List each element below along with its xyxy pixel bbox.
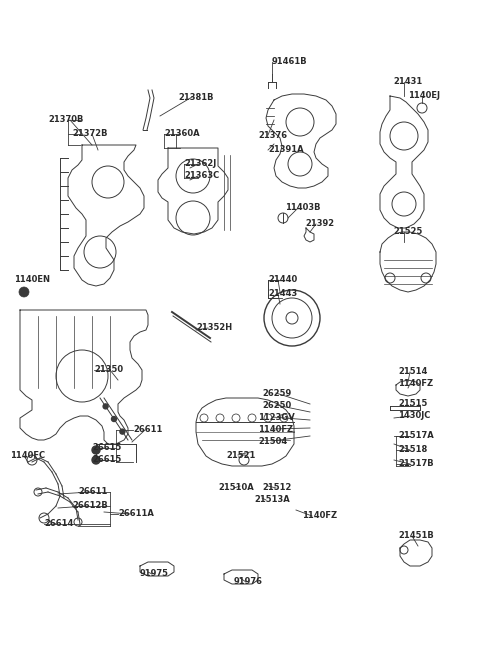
- Text: 21443: 21443: [268, 290, 297, 299]
- Text: 26615: 26615: [92, 455, 121, 464]
- Text: 1430JC: 1430JC: [398, 411, 431, 421]
- Text: 21504: 21504: [258, 436, 287, 445]
- Text: 21517B: 21517B: [398, 460, 433, 468]
- Circle shape: [120, 429, 125, 434]
- Circle shape: [92, 456, 100, 464]
- Text: 21381B: 21381B: [178, 92, 214, 102]
- Text: 21370B: 21370B: [48, 115, 84, 124]
- Text: 1140EN: 1140EN: [14, 276, 50, 284]
- Text: 1123GV: 1123GV: [258, 413, 295, 422]
- Text: 26259: 26259: [262, 388, 291, 398]
- Text: 21514: 21514: [398, 367, 427, 377]
- Text: 21350: 21350: [94, 365, 123, 375]
- Text: 1140FZ: 1140FZ: [398, 379, 433, 388]
- Text: 1140FC: 1140FC: [10, 451, 45, 460]
- Text: 21352H: 21352H: [196, 324, 232, 333]
- Text: 26611: 26611: [133, 426, 162, 434]
- Text: 26611A: 26611A: [118, 510, 154, 519]
- Text: 21451B: 21451B: [398, 531, 434, 540]
- Text: 26614: 26614: [44, 519, 73, 529]
- Circle shape: [19, 287, 29, 297]
- Text: 21521: 21521: [226, 451, 255, 460]
- Text: 21517A: 21517A: [398, 432, 434, 441]
- Text: 26612B: 26612B: [72, 502, 108, 510]
- Text: 26615: 26615: [92, 443, 121, 453]
- Text: 21525: 21525: [393, 227, 422, 236]
- Text: 1140FZ: 1140FZ: [302, 512, 337, 521]
- Text: 21360A: 21360A: [164, 130, 200, 138]
- Text: 1140FZ: 1140FZ: [258, 424, 293, 434]
- Circle shape: [111, 417, 117, 422]
- Text: 21391A: 21391A: [268, 145, 304, 155]
- Text: 91975: 91975: [140, 569, 169, 578]
- Text: 1140EJ: 1140EJ: [408, 92, 440, 100]
- Circle shape: [92, 446, 100, 454]
- Text: 21376: 21376: [258, 130, 287, 140]
- Circle shape: [103, 404, 108, 409]
- Text: 21515: 21515: [398, 400, 427, 409]
- Text: 21518: 21518: [398, 445, 427, 455]
- Text: 21512: 21512: [262, 483, 291, 493]
- Text: 21363C: 21363C: [184, 172, 219, 181]
- Text: 21431: 21431: [393, 77, 422, 86]
- Text: 11403B: 11403B: [285, 204, 321, 212]
- Text: 26611: 26611: [78, 487, 108, 496]
- Text: 21392: 21392: [305, 219, 334, 229]
- Text: 21513A: 21513A: [254, 495, 290, 504]
- Text: 21440: 21440: [268, 276, 297, 284]
- Text: 21362J: 21362J: [184, 160, 216, 168]
- Text: 26250: 26250: [262, 400, 291, 409]
- Text: 21372B: 21372B: [72, 130, 108, 138]
- Text: 91976: 91976: [234, 578, 263, 586]
- Text: 91461B: 91461B: [272, 58, 308, 67]
- Text: 21510A: 21510A: [218, 483, 254, 493]
